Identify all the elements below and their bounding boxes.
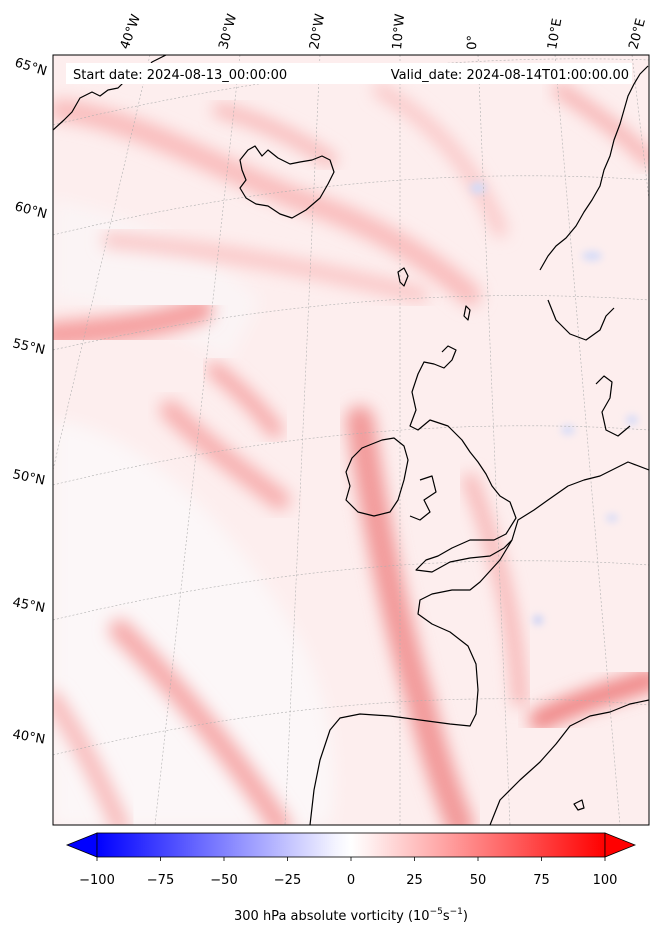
lat-label-50n: 50°N [11, 467, 46, 488]
colorbar-label-prefix: 300 hPa absolute vorticity (10 [234, 909, 430, 924]
colorbar-label-suffix: ) [463, 909, 468, 924]
coast-continent [309, 461, 649, 825]
lat-label-40n: 40°N [11, 727, 46, 747]
cb-tick-100: 100 [593, 873, 618, 888]
colorbar-label: 300 hPa absolute vorticity (10−5s−1) [234, 907, 468, 924]
coast-faroes [397, 267, 409, 287]
cb-tick-neg50: −50 [210, 873, 237, 888]
negative-vorticity-spots [470, 182, 638, 625]
lon-label-10w: 10°W [390, 13, 408, 50]
coast-shetland [463, 305, 471, 321]
cb-tick-75: 75 [533, 873, 550, 888]
graticule [53, 55, 649, 825]
lon-label-10e: 10°E [545, 17, 565, 50]
colorbar-extend-min [65, 832, 98, 858]
map-panel [53, 55, 649, 825]
coast-norway [539, 65, 649, 271]
coast-norway-south [547, 299, 615, 341]
lon-label-30w: 30°W [216, 12, 240, 51]
colorbar-label-mid: s [443, 909, 450, 924]
coastlines [53, 55, 649, 825]
lat-label-60n: 60°N [13, 199, 49, 222]
lon-label-20e: 20°E [626, 17, 649, 51]
lat-label-55n: 55°N [11, 336, 46, 358]
coast-ireland [345, 437, 409, 517]
lon-label-0: 0° [465, 35, 481, 50]
coast-iceland [239, 145, 335, 219]
colorbar-bar [96, 832, 606, 858]
cb-tick-neg25: −25 [274, 873, 301, 888]
lat-label-65n: 65°N [13, 55, 49, 79]
colorbar: −100 −75 −50 −25 0 25 50 75 100 300 hPa … [65, 832, 637, 924]
cb-tick-neg75: −75 [147, 873, 174, 888]
latitude-labels: 65°N 60°N 55°N 50°N 45°N 40°N [11, 55, 48, 747]
cb-tick-0: 0 [347, 873, 355, 888]
coast-scotland [409, 345, 517, 573]
coast-wales [409, 475, 437, 521]
colorbar-label-exp2: −1 [450, 907, 463, 917]
cb-tick-50: 50 [470, 873, 487, 888]
lon-label-40w: 40°W [118, 12, 144, 51]
low-vorticity-region [53, 420, 334, 825]
lon-label-20w: 20°W [307, 13, 328, 51]
cb-tick-25: 25 [406, 873, 423, 888]
colorbar-tick-labels: −100 −75 −50 −25 0 25 50 75 100 [79, 873, 617, 888]
coast-corsica [573, 799, 585, 811]
start-date-text: Start date: 2024-08-13_00:00:00 [73, 68, 287, 83]
coast-iberia-east [489, 699, 649, 825]
colorbar-label-exp1: −5 [430, 907, 443, 917]
lat-label-45n: 45°N [11, 595, 46, 616]
valid-date-text: Valid_date: 2024-08-14T01:00:00.00 [391, 68, 629, 83]
header-box [66, 63, 632, 84]
coast-denmark [595, 375, 631, 437]
map-frame [52, 54, 650, 826]
colorbar-ticks [96, 857, 606, 861]
vorticity-bands [53, 83, 649, 825]
colorbar-extend-max [604, 832, 637, 858]
cb-tick-neg100: −100 [79, 873, 115, 888]
longitude-labels: 40°W 30°W 20°W 10°W 0° 10°E 20°E [118, 12, 649, 51]
